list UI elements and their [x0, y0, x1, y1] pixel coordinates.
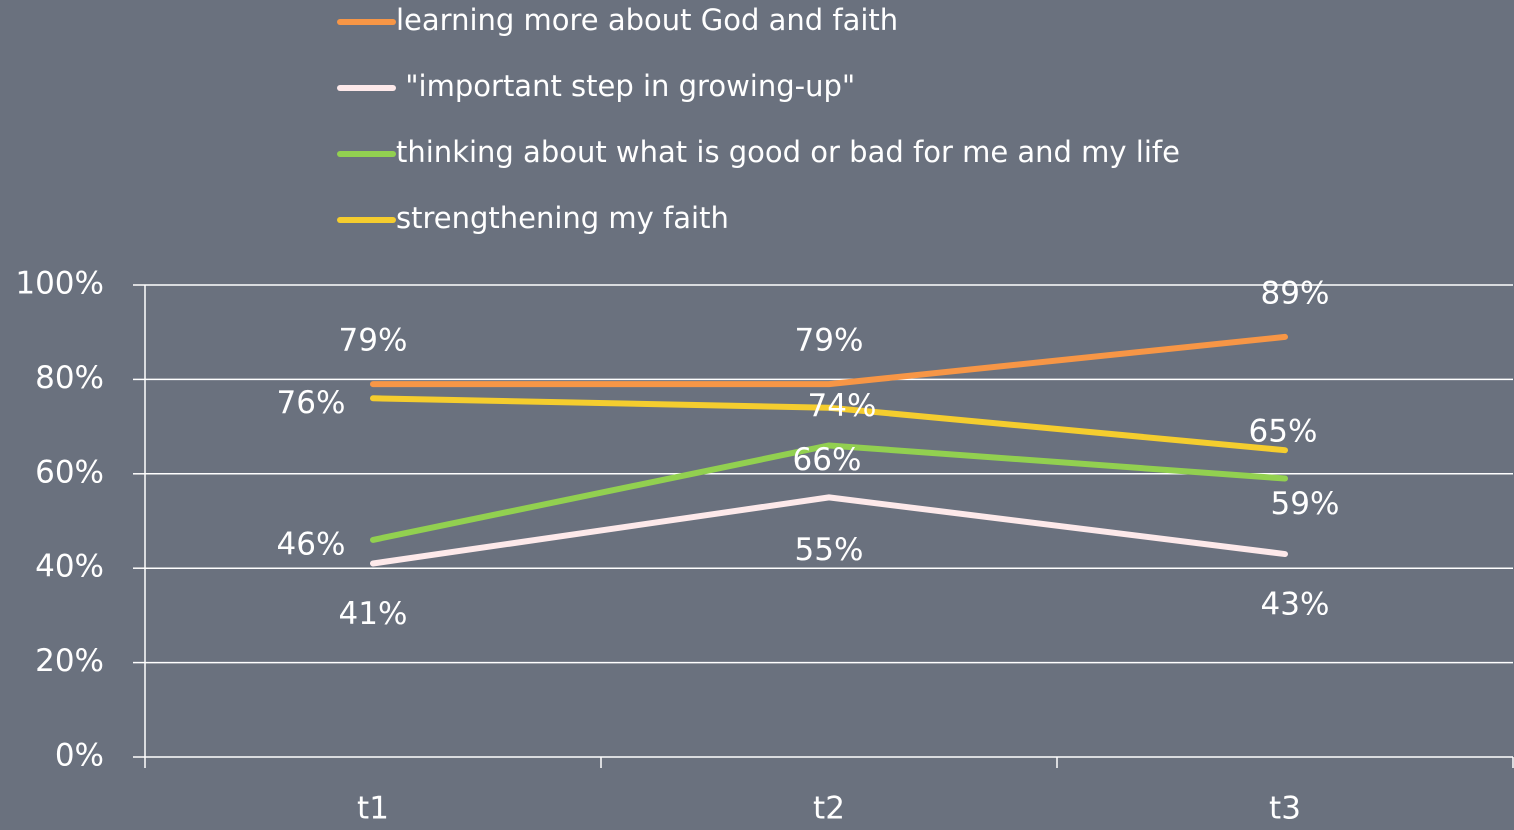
data-label: 43%	[1261, 587, 1330, 623]
x-tick-label: t3	[1269, 791, 1301, 827]
data-label: 79%	[795, 323, 864, 359]
series-line	[370, 494, 1288, 567]
data-label: 79%	[339, 323, 408, 359]
data-label: 55%	[795, 532, 864, 568]
legend-label: learning more about God and faith	[396, 3, 898, 37]
data-label: 89%	[1261, 275, 1330, 311]
legend-label: strengthening my faith	[396, 201, 729, 235]
series-line	[370, 442, 1288, 543]
x-tick-label: t1	[357, 791, 389, 827]
data-label: 65%	[1249, 414, 1318, 450]
data-label: 66%	[793, 442, 862, 478]
y-tick-label: 0%	[55, 738, 104, 774]
legend-label: "important step in growing-up"	[396, 69, 855, 103]
y-tick-label: 100%	[15, 266, 104, 302]
y-tick-label: 40%	[35, 549, 104, 585]
legend-label: thinking about what is good or bad for m…	[396, 135, 1180, 169]
y-tick-label: 60%	[35, 454, 104, 490]
data-label: 74%	[808, 388, 877, 424]
data-label: 76%	[277, 385, 346, 421]
data-label: 41%	[339, 596, 408, 632]
series-line	[370, 395, 1288, 454]
y-tick-label: 80%	[35, 360, 104, 396]
data-label: 59%	[1271, 486, 1340, 522]
y-tick-label: 20%	[35, 643, 104, 679]
series-line	[370, 333, 1288, 388]
data-label: 46%	[277, 526, 346, 562]
x-tick-label: t2	[813, 791, 845, 827]
